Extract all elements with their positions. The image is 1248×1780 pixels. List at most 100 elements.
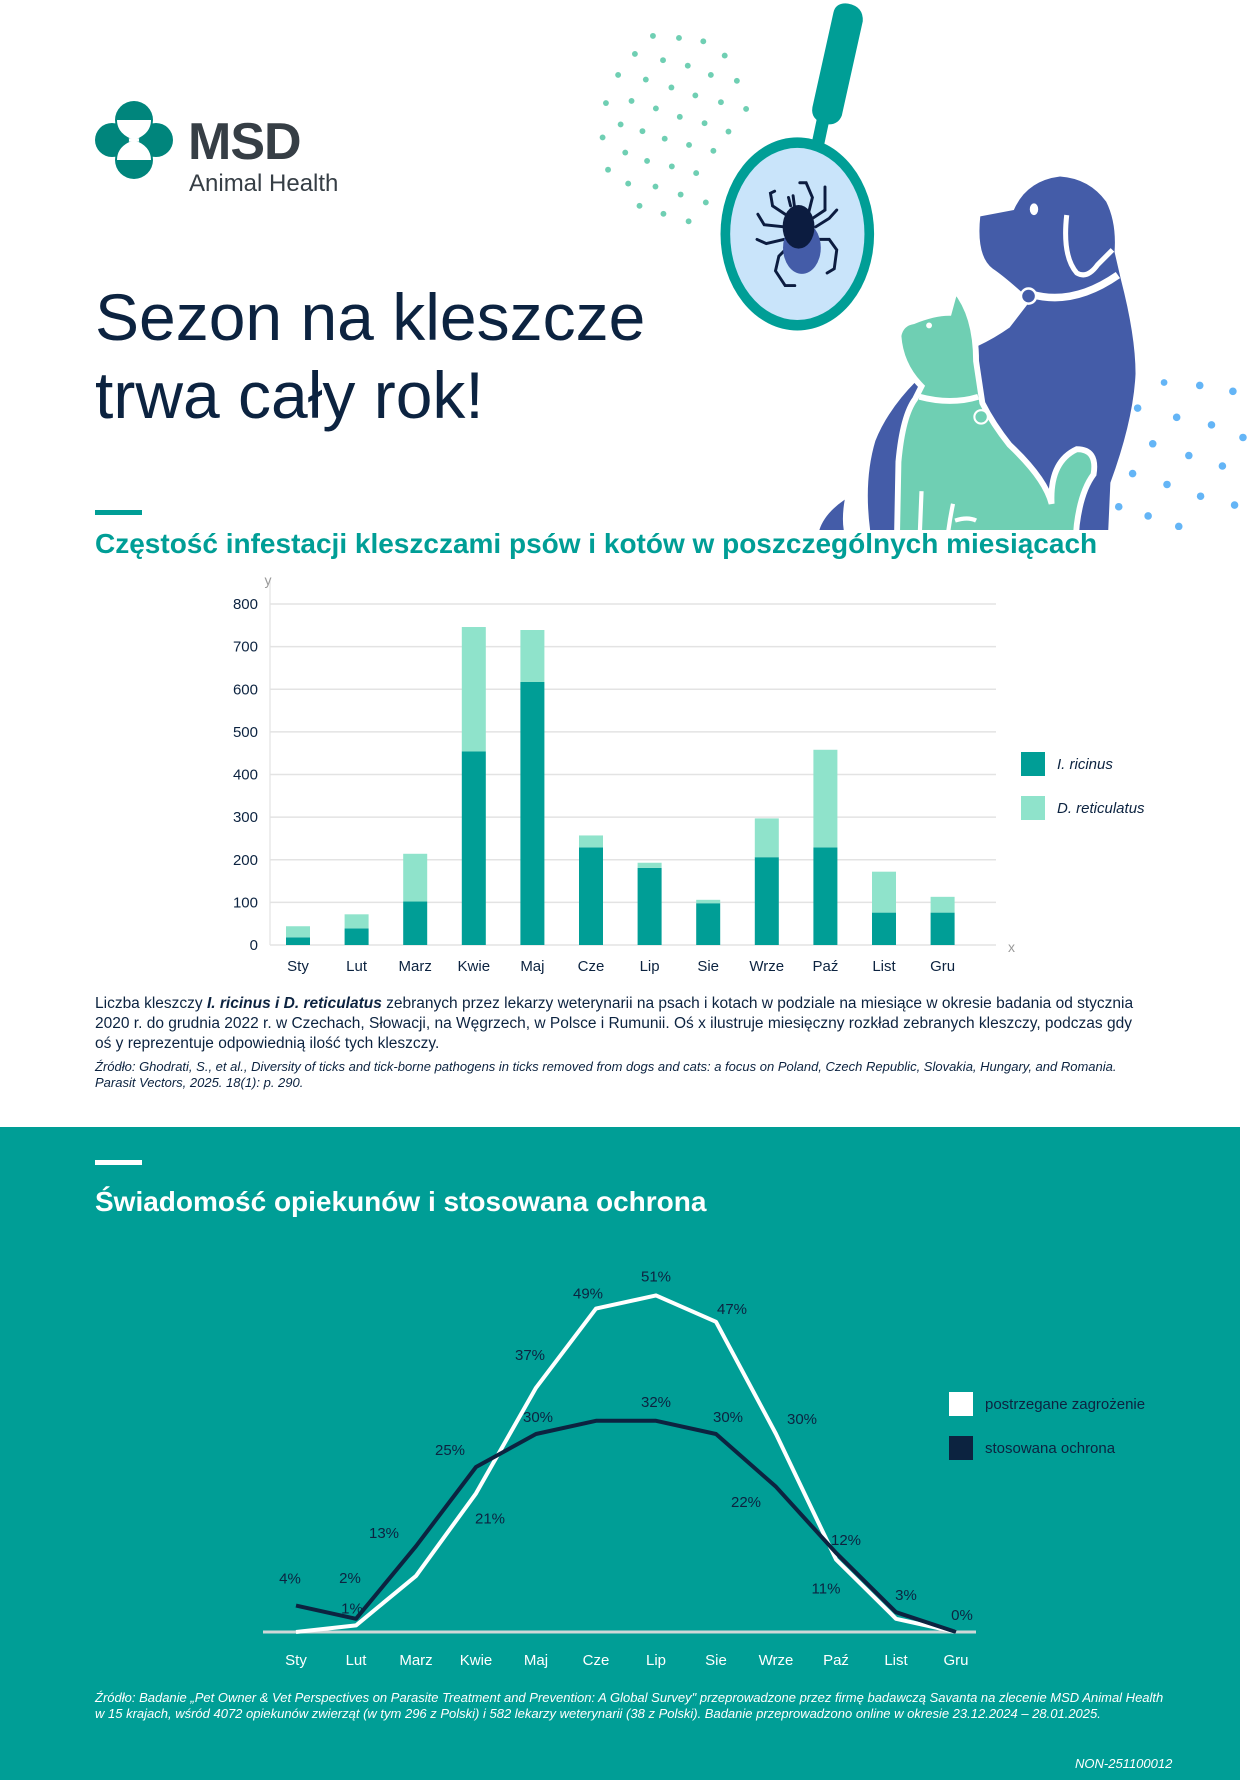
y-tick-label: 400: [233, 767, 258, 784]
bar-ricinus: [872, 912, 896, 945]
data-label: 25%: [435, 1442, 465, 1459]
cat-icon: [894, 283, 1098, 530]
y-tick-label: 200: [233, 852, 258, 869]
x-tick-label: Cze: [578, 958, 605, 975]
document-code: NON-251100012: [1075, 1756, 1173, 1771]
x-tick-label: Lip: [640, 958, 660, 975]
bar-reticulatus: [813, 749, 838, 848]
x-tick-label: Sie: [697, 958, 719, 975]
y-tick-label: 800: [233, 596, 258, 613]
x-tick-label: Gru: [943, 1652, 968, 1669]
bar-reticulatus: [872, 871, 896, 913]
data-label: 13%: [369, 1525, 399, 1542]
section-accent-bar: [95, 510, 142, 515]
tick-body: [782, 204, 815, 249]
awareness-section: [0, 1127, 1240, 1780]
x-tick-label: Sie: [705, 1652, 727, 1669]
dots-blue-decoration: [1114, 379, 1247, 530]
legend-label: postrzegane zagrożenie: [985, 1395, 1146, 1413]
data-label: 1%: [341, 1600, 363, 1617]
data-label: 30%: [787, 1411, 817, 1428]
line-threat: [295, 1293, 957, 1634]
x-tick-label: Sty: [285, 1652, 307, 1669]
caption-text: zebranych przez lekarzy weterynarii na p…: [95, 995, 1134, 1052]
data-label: 3%: [895, 1587, 917, 1604]
x-tick-label: List: [884, 1652, 908, 1669]
bar-reticulatus: [696, 899, 721, 904]
legend-swatch: [1021, 796, 1045, 820]
bar-ricinus: [579, 847, 603, 945]
caption-species: I. ricinus i D. reticulatus: [206, 995, 382, 1012]
x-tick-label: Lut: [346, 958, 368, 975]
x-tick-label: Marz: [399, 1652, 432, 1669]
magnifier-icon: [720, 3, 875, 331]
data-label: 22%: [731, 1494, 761, 1511]
legend-label: stosowana ochrona: [985, 1439, 1116, 1457]
bar-ricinus: [461, 751, 486, 945]
x-axis-label: x: [1008, 939, 1015, 955]
x-tick-label: Cze: [583, 1652, 610, 1669]
bar-reticulatus: [754, 818, 779, 858]
line-chart: Sty Lut Marz Kwie Maj Cze Lip Sie Wrze Paź List Gru…: [263, 1268, 976, 1669]
tick-icon: [755, 181, 839, 288]
title-line-1: Sezon na kleszcze: [95, 280, 646, 354]
brand-name: MSD: [188, 113, 302, 171]
bar-reticulatus: [286, 926, 310, 938]
x-tick-label: Wrze: [759, 1652, 794, 1669]
x-tick-label: Sty: [287, 958, 309, 975]
data-label: 12%: [831, 1532, 861, 1549]
y-tick-label: 600: [233, 681, 258, 698]
x-tick-label: Marz: [399, 958, 432, 975]
section-accent-bar: [95, 1160, 142, 1165]
survey-source: Źródło: Badanie „Pet Owner & Vet Perspec…: [95, 1690, 1164, 1721]
x-tick-label: Lip: [646, 1652, 666, 1669]
bar-ricinus: [344, 928, 369, 945]
data-label: 11%: [812, 1580, 841, 1597]
bar-reticulatus: [344, 914, 369, 929]
bar-ricinus: [520, 682, 545, 945]
bar-reticulatus: [461, 627, 486, 752]
title-line-2: trwa cały rok!: [95, 358, 484, 432]
data-label: 47%: [717, 1301, 747, 1318]
bar-ricinus: [696, 903, 721, 945]
y-tick-label: 100: [233, 894, 258, 911]
bar-ricinus: [813, 847, 838, 945]
bar-reticulatus: [637, 862, 662, 868]
bar-reticulatus: [930, 896, 955, 913]
legend-label: I. ricinus: [1057, 755, 1113, 773]
legend-item-protection: stosowana ochrona: [949, 1436, 1145, 1460]
data-label: 0%: [951, 1607, 973, 1624]
x-tick-label: Maj: [524, 1652, 548, 1669]
y-tick-label: 500: [233, 724, 258, 741]
chart-source: Źródło: Ghodrati, S., et al., Diversity …: [95, 1059, 1117, 1090]
x-tick-label: Kwie: [460, 1652, 493, 1669]
y-tick-label: 0: [250, 937, 258, 954]
bar-ricinus: [637, 867, 662, 945]
bar-ricinus: [403, 901, 428, 945]
brand-subtitle: Animal Health: [189, 170, 339, 197]
line-protection: [295, 1418, 957, 1634]
x-tick-label: Gru: [930, 958, 955, 975]
legend-item-reticulatus: D. reticulatus: [1021, 796, 1145, 820]
bar-reticulatus: [520, 630, 545, 683]
line-chart-title: Świadomość opiekunów i stosowana ochrona: [95, 1186, 707, 1217]
tick-pets-illustration: [599, 3, 1247, 530]
data-label: 30%: [713, 1409, 743, 1426]
bar-chart-title: Częstość infestacji kleszczami psów i ko…: [95, 528, 1098, 559]
bar-reticulatus: [403, 853, 428, 902]
page-title: Sezon na kleszcze trwa cały rok!: [95, 278, 645, 434]
data-label: 51%: [641, 1268, 671, 1285]
data-label: 21%: [475, 1510, 505, 1527]
x-tick-label: Lut: [346, 1652, 368, 1669]
msd-logo-mark: [95, 101, 173, 179]
x-tick-label: Kwie: [458, 958, 491, 975]
legend-swatch: [949, 1392, 973, 1416]
bar-ricinus: [754, 857, 779, 945]
bar-ricinus: [286, 937, 310, 945]
y-axis-label: y: [265, 572, 272, 588]
line-legend: postrzegane zagrożenie stosowana ochrona: [949, 1392, 1145, 1460]
dots-green-decoration: [599, 32, 750, 225]
legend-label: D. reticulatus: [1057, 799, 1145, 817]
x-tick-label: Paź: [823, 1652, 849, 1669]
bar-ricinus: [930, 912, 955, 945]
